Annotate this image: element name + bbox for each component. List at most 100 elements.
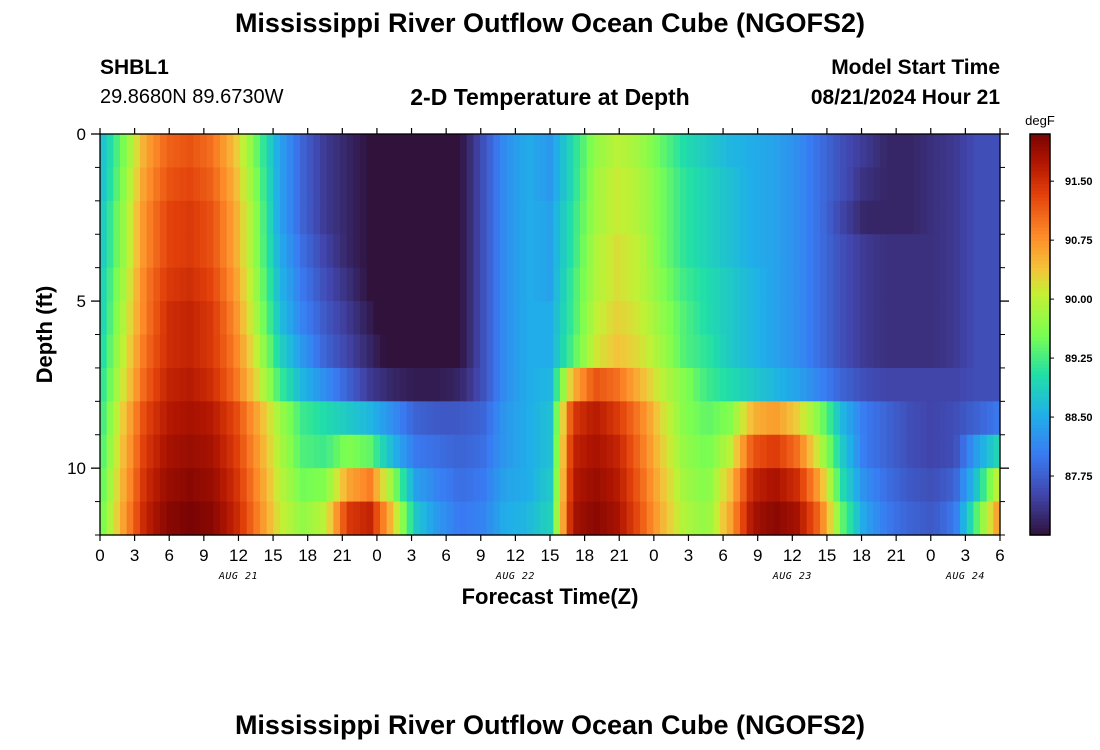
- heatmap-cell: [853, 234, 861, 269]
- heatmap-cell: [520, 334, 528, 369]
- heatmap-cell: [453, 334, 461, 369]
- heatmap-cell: [606, 468, 614, 503]
- heatmap-cell: [900, 434, 908, 469]
- colorbar-segment: [1030, 324, 1050, 329]
- heatmap-cell: [700, 468, 708, 503]
- heatmap-cell: [146, 401, 154, 436]
- heatmap-cell: [626, 267, 634, 302]
- heatmap-cell: [873, 401, 881, 436]
- heatmap-cell: [686, 234, 694, 269]
- heatmap-cell: [773, 468, 781, 503]
- heatmap-cell: [926, 434, 934, 469]
- heatmap-cell: [753, 434, 761, 469]
- heatmap-cell: [726, 167, 734, 202]
- heatmap-cell: [826, 334, 834, 369]
- heatmap-cell: [913, 501, 921, 536]
- heatmap-cell: [300, 134, 308, 169]
- heatmap-cell: [133, 167, 141, 202]
- heatmap-cell: [726, 267, 734, 302]
- heatmap-cell: [860, 367, 868, 402]
- heatmap-cell: [153, 234, 161, 269]
- heatmap-cell: [293, 134, 301, 169]
- heatmap-cell: [906, 234, 914, 269]
- heatmap-cell: [733, 468, 741, 503]
- heatmap-cell: [106, 301, 114, 336]
- heatmap-cell: [800, 234, 808, 269]
- heatmap-cell: [193, 401, 201, 436]
- heatmap-cell: [266, 501, 274, 536]
- heatmap-cell: [786, 167, 794, 202]
- heatmap-cell: [100, 334, 108, 369]
- heatmap-cell: [113, 234, 121, 269]
- heatmap-cell: [940, 301, 948, 336]
- heatmap-cell: [806, 401, 814, 436]
- heatmap-cell: [100, 367, 108, 402]
- heatmap-cell: [506, 434, 514, 469]
- heatmap-cell: [640, 301, 648, 336]
- heatmap-cell: [260, 334, 268, 369]
- heatmap-cell: [620, 134, 628, 169]
- heatmap-cell: [526, 234, 534, 269]
- heatmap-cell: [186, 334, 194, 369]
- heatmap-cell: [480, 200, 488, 235]
- heatmap-cell: [480, 301, 488, 336]
- heatmap-cell: [866, 501, 874, 536]
- heatmap-cell: [386, 134, 394, 169]
- heatmap-cell: [166, 367, 174, 402]
- heatmap-cell: [533, 134, 541, 169]
- heatmap-cell: [326, 134, 334, 169]
- heatmap-cell: [700, 367, 708, 402]
- heatmap-cell: [540, 301, 548, 336]
- heatmap-cell: [240, 468, 248, 503]
- heatmap-cell: [760, 401, 768, 436]
- x-tick-label: 15: [541, 546, 560, 565]
- heatmap-cell: [300, 267, 308, 302]
- heatmap-cell: [926, 401, 934, 436]
- heatmap-cell: [220, 434, 228, 469]
- heatmap-cell: [306, 134, 314, 169]
- heatmap-cell: [473, 468, 481, 503]
- heatmap-cell: [566, 434, 574, 469]
- heatmap-cell: [180, 434, 188, 469]
- heatmap-cell: [386, 401, 394, 436]
- heatmap-cell: [360, 501, 368, 536]
- heatmap-cell: [233, 401, 241, 436]
- heatmap-cell: [686, 167, 694, 202]
- heatmap-cell: [540, 367, 548, 402]
- heatmap-cell: [860, 134, 868, 169]
- heatmap-cell: [613, 267, 621, 302]
- heatmap-cell: [440, 267, 448, 302]
- heatmap-cell: [940, 367, 948, 402]
- heatmap-cell: [120, 200, 128, 235]
- heatmap-cell: [286, 434, 294, 469]
- heatmap-cell: [860, 234, 868, 269]
- heatmap-cell: [560, 401, 568, 436]
- heatmap-cell: [713, 234, 721, 269]
- heatmap-cell: [326, 301, 334, 336]
- heatmap-cell: [606, 434, 614, 469]
- heatmap-cell: [793, 167, 801, 202]
- x-tick-label: 12: [506, 546, 525, 565]
- heatmap-cell: [226, 301, 234, 336]
- heatmap-cell: [273, 401, 281, 436]
- heatmap-cell: [433, 167, 441, 202]
- heatmap-cell: [513, 468, 521, 503]
- heatmap-cell: [246, 134, 254, 169]
- heatmap-cell: [106, 501, 114, 536]
- heatmap-cell: [640, 367, 648, 402]
- x-tick-label: 6: [441, 546, 450, 565]
- heatmap-cell: [466, 367, 474, 402]
- heatmap-cell: [973, 167, 981, 202]
- colorbar-segment: [1030, 214, 1050, 219]
- heatmap-cell: [433, 200, 441, 235]
- heatmap-cell: [120, 468, 128, 503]
- heatmap-cell: [706, 334, 714, 369]
- heatmap-cell: [906, 301, 914, 336]
- heatmap-cell: [480, 267, 488, 302]
- heatmap-cell: [220, 200, 228, 235]
- heatmap-cell: [360, 401, 368, 436]
- date-label: AUG 21: [218, 571, 258, 582]
- heatmap-cell: [166, 234, 174, 269]
- heatmap-cell: [660, 301, 668, 336]
